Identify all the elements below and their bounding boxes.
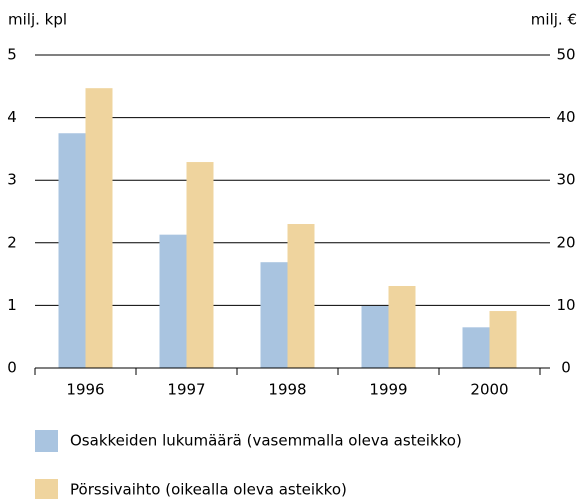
bar bbox=[489, 311, 517, 368]
y2-tick-label: 40 bbox=[556, 108, 575, 126]
y2-tick-label: 20 bbox=[556, 233, 575, 251]
bar bbox=[287, 224, 315, 368]
bar bbox=[186, 162, 214, 368]
legend-swatch bbox=[35, 430, 58, 452]
bar bbox=[159, 234, 187, 368]
x-tick-label: 1999 bbox=[369, 381, 407, 399]
x-tick-label: 1997 bbox=[167, 381, 205, 399]
y2-axis-label: milj. € bbox=[531, 11, 577, 29]
y-tick-label: 4 bbox=[7, 108, 17, 126]
bar bbox=[85, 88, 113, 368]
x-tick-label: 2000 bbox=[470, 381, 508, 399]
legend-label: Osakkeiden lukumäärä (vasemmalla oleva a… bbox=[70, 432, 462, 450]
y-tick-label: 5 bbox=[7, 46, 17, 64]
y2-tick-label: 0 bbox=[561, 359, 571, 377]
bar bbox=[361, 306, 389, 368]
y2-tick-label: 10 bbox=[556, 296, 575, 314]
y-tick-label: 1 bbox=[7, 296, 17, 314]
y2-tick-label: 50 bbox=[556, 46, 575, 64]
bar bbox=[58, 133, 86, 368]
x-tick-label: 1998 bbox=[268, 381, 306, 399]
y2-tick-label: 30 bbox=[556, 171, 575, 189]
y-tick-label: 2 bbox=[7, 233, 17, 251]
legend-label: Pörssivaihto (oikealla oleva asteikko) bbox=[70, 481, 347, 499]
bar bbox=[462, 327, 490, 368]
y-tick-label: 0 bbox=[7, 359, 17, 377]
y-axis-label: milj. kpl bbox=[8, 11, 67, 29]
bar bbox=[260, 262, 288, 368]
bar bbox=[388, 285, 416, 368]
y-tick-label: 3 bbox=[7, 171, 17, 189]
legend-swatch bbox=[35, 479, 58, 499]
x-tick-label: 1996 bbox=[66, 381, 104, 399]
